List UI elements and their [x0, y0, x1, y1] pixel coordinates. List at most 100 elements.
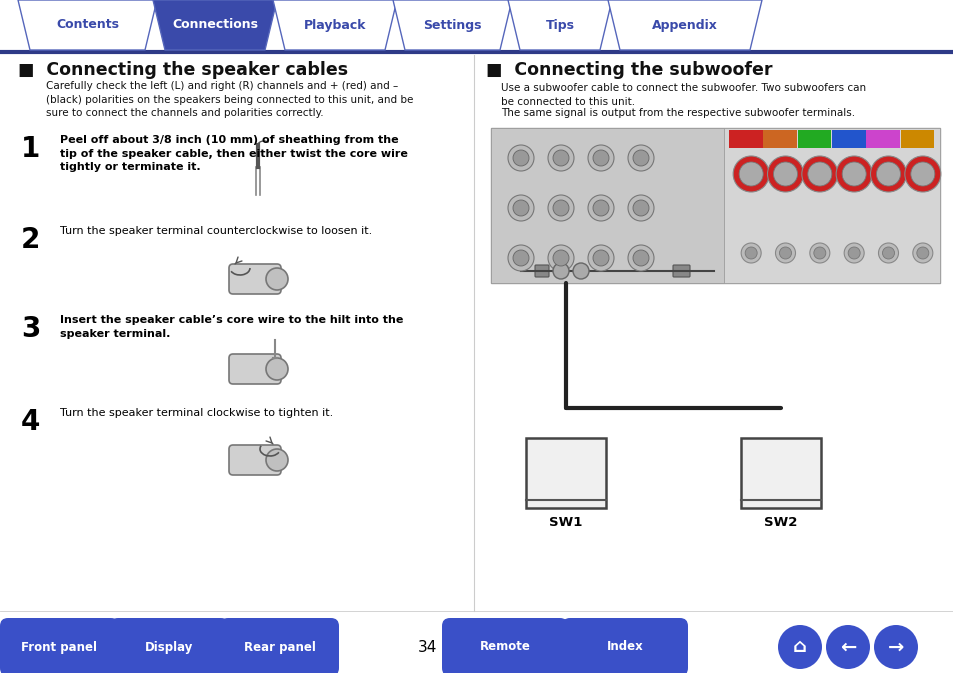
Circle shape: [633, 150, 648, 166]
Circle shape: [778, 625, 821, 669]
Circle shape: [633, 250, 648, 266]
Circle shape: [801, 156, 837, 192]
Circle shape: [547, 245, 574, 271]
Text: Playback: Playback: [303, 18, 366, 32]
FancyBboxPatch shape: [740, 438, 821, 508]
Circle shape: [843, 243, 863, 263]
Circle shape: [266, 449, 288, 471]
Circle shape: [773, 162, 797, 186]
Circle shape: [547, 145, 574, 171]
Circle shape: [807, 162, 831, 186]
Text: ■  Connecting the speaker cables: ■ Connecting the speaker cables: [18, 61, 348, 79]
Text: Tips: Tips: [545, 18, 574, 32]
Polygon shape: [152, 0, 276, 50]
Circle shape: [882, 247, 894, 259]
Circle shape: [744, 247, 757, 259]
Circle shape: [916, 247, 928, 259]
Circle shape: [809, 243, 829, 263]
Circle shape: [878, 243, 898, 263]
FancyBboxPatch shape: [525, 438, 605, 508]
Circle shape: [627, 195, 654, 221]
Circle shape: [873, 625, 917, 669]
Circle shape: [869, 156, 905, 192]
Circle shape: [825, 625, 869, 669]
Circle shape: [553, 250, 568, 266]
Text: Rear panel: Rear panel: [243, 641, 315, 653]
Circle shape: [547, 195, 574, 221]
FancyBboxPatch shape: [535, 265, 548, 277]
FancyBboxPatch shape: [229, 264, 281, 294]
Text: Peel off about 3/8 inch (10 mm) of sheathing from the
tip of the speaker cable, : Peel off about 3/8 inch (10 mm) of sheat…: [60, 135, 408, 172]
Circle shape: [266, 268, 288, 290]
FancyBboxPatch shape: [110, 618, 229, 673]
Text: Turn the speaker terminal clockwise to tighten it.: Turn the speaker terminal clockwise to t…: [60, 408, 333, 418]
Polygon shape: [507, 0, 612, 50]
Circle shape: [266, 358, 288, 380]
Text: 34: 34: [417, 639, 437, 655]
Circle shape: [627, 245, 654, 271]
Circle shape: [739, 162, 762, 186]
Circle shape: [507, 145, 534, 171]
Text: ■  Connecting the subwoofer: ■ Connecting the subwoofer: [485, 61, 772, 79]
Polygon shape: [607, 0, 761, 50]
FancyBboxPatch shape: [723, 128, 939, 283]
Circle shape: [553, 200, 568, 216]
Text: →: →: [887, 637, 903, 656]
Circle shape: [876, 162, 900, 186]
Text: The same signal is output from the respective subwoofer terminals.: The same signal is output from the respe…: [500, 108, 854, 118]
Circle shape: [740, 243, 760, 263]
FancyBboxPatch shape: [0, 618, 119, 673]
Text: SW1: SW1: [549, 516, 582, 529]
Circle shape: [910, 162, 934, 186]
Text: Appendix: Appendix: [652, 18, 718, 32]
Circle shape: [593, 200, 608, 216]
Circle shape: [507, 245, 534, 271]
FancyBboxPatch shape: [229, 445, 281, 475]
Text: Insert the speaker cable’s core wire to the hilt into the
speaker terminal.: Insert the speaker cable’s core wire to …: [60, 315, 403, 339]
Circle shape: [553, 263, 568, 279]
Text: ⌂: ⌂: [792, 637, 806, 656]
Polygon shape: [18, 0, 157, 50]
Circle shape: [587, 195, 614, 221]
Polygon shape: [393, 0, 512, 50]
FancyBboxPatch shape: [229, 354, 281, 384]
Text: ←: ←: [839, 637, 855, 656]
Text: 2: 2: [21, 226, 40, 254]
Text: 3: 3: [21, 315, 40, 343]
Circle shape: [912, 243, 932, 263]
Circle shape: [573, 263, 588, 279]
Text: 4: 4: [21, 408, 40, 436]
FancyBboxPatch shape: [672, 265, 689, 277]
FancyBboxPatch shape: [831, 130, 864, 148]
Circle shape: [633, 200, 648, 216]
FancyBboxPatch shape: [441, 618, 567, 673]
Circle shape: [587, 245, 614, 271]
Circle shape: [513, 200, 529, 216]
Circle shape: [593, 150, 608, 166]
Text: Use a subwoofer cable to connect the subwoofer. Two subwoofers can
be connected : Use a subwoofer cable to connect the sub…: [500, 83, 865, 106]
Circle shape: [903, 156, 940, 192]
FancyBboxPatch shape: [220, 618, 338, 673]
FancyBboxPatch shape: [491, 128, 939, 283]
Polygon shape: [273, 0, 396, 50]
Circle shape: [587, 145, 614, 171]
Text: SW2: SW2: [763, 516, 797, 529]
Circle shape: [775, 243, 795, 263]
Text: Contents: Contents: [56, 18, 119, 32]
Circle shape: [733, 156, 768, 192]
Text: Front panel: Front panel: [22, 641, 97, 653]
FancyBboxPatch shape: [561, 618, 687, 673]
Text: Turn the speaker terminal counterclockwise to loosen it.: Turn the speaker terminal counterclockwi…: [60, 226, 372, 236]
Circle shape: [513, 150, 529, 166]
Text: Settings: Settings: [423, 18, 481, 32]
Circle shape: [835, 156, 871, 192]
Text: Connections: Connections: [172, 18, 257, 32]
Circle shape: [779, 247, 791, 259]
FancyBboxPatch shape: [797, 130, 830, 148]
Circle shape: [593, 250, 608, 266]
FancyBboxPatch shape: [865, 130, 899, 148]
Circle shape: [507, 195, 534, 221]
Text: Display: Display: [145, 641, 193, 653]
Circle shape: [767, 156, 802, 192]
Text: Carefully check the left (L) and right (R) channels and + (red) and –
(black) po: Carefully check the left (L) and right (…: [46, 81, 413, 118]
